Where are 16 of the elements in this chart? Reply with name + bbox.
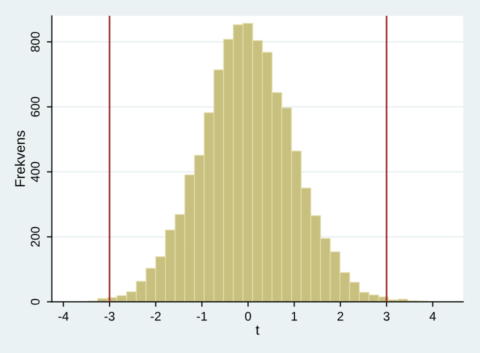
x-tick-label: 4 — [430, 312, 436, 321]
y-tick-label: 0 — [30, 298, 40, 305]
x-tick-label: -3 — [104, 312, 115, 321]
y-tick-label: 600 — [30, 96, 40, 117]
y-tick-label: 400 — [30, 162, 40, 182]
x-tick-label: -1 — [196, 312, 207, 321]
y-axis-title: Frekvens — [14, 130, 25, 186]
x-tick-label: 3 — [384, 312, 390, 321]
x-tick-label: 1 — [292, 312, 298, 321]
x-tick-label: -2 — [150, 312, 161, 321]
x-tick-label: 2 — [338, 312, 344, 321]
x-axis-title: t — [256, 326, 260, 335]
y-tick-label: 200 — [30, 226, 40, 247]
x-tick-label: 0 — [245, 312, 252, 321]
y-tick-label: 800 — [30, 32, 40, 52]
x-tick-label: -4 — [58, 312, 69, 321]
